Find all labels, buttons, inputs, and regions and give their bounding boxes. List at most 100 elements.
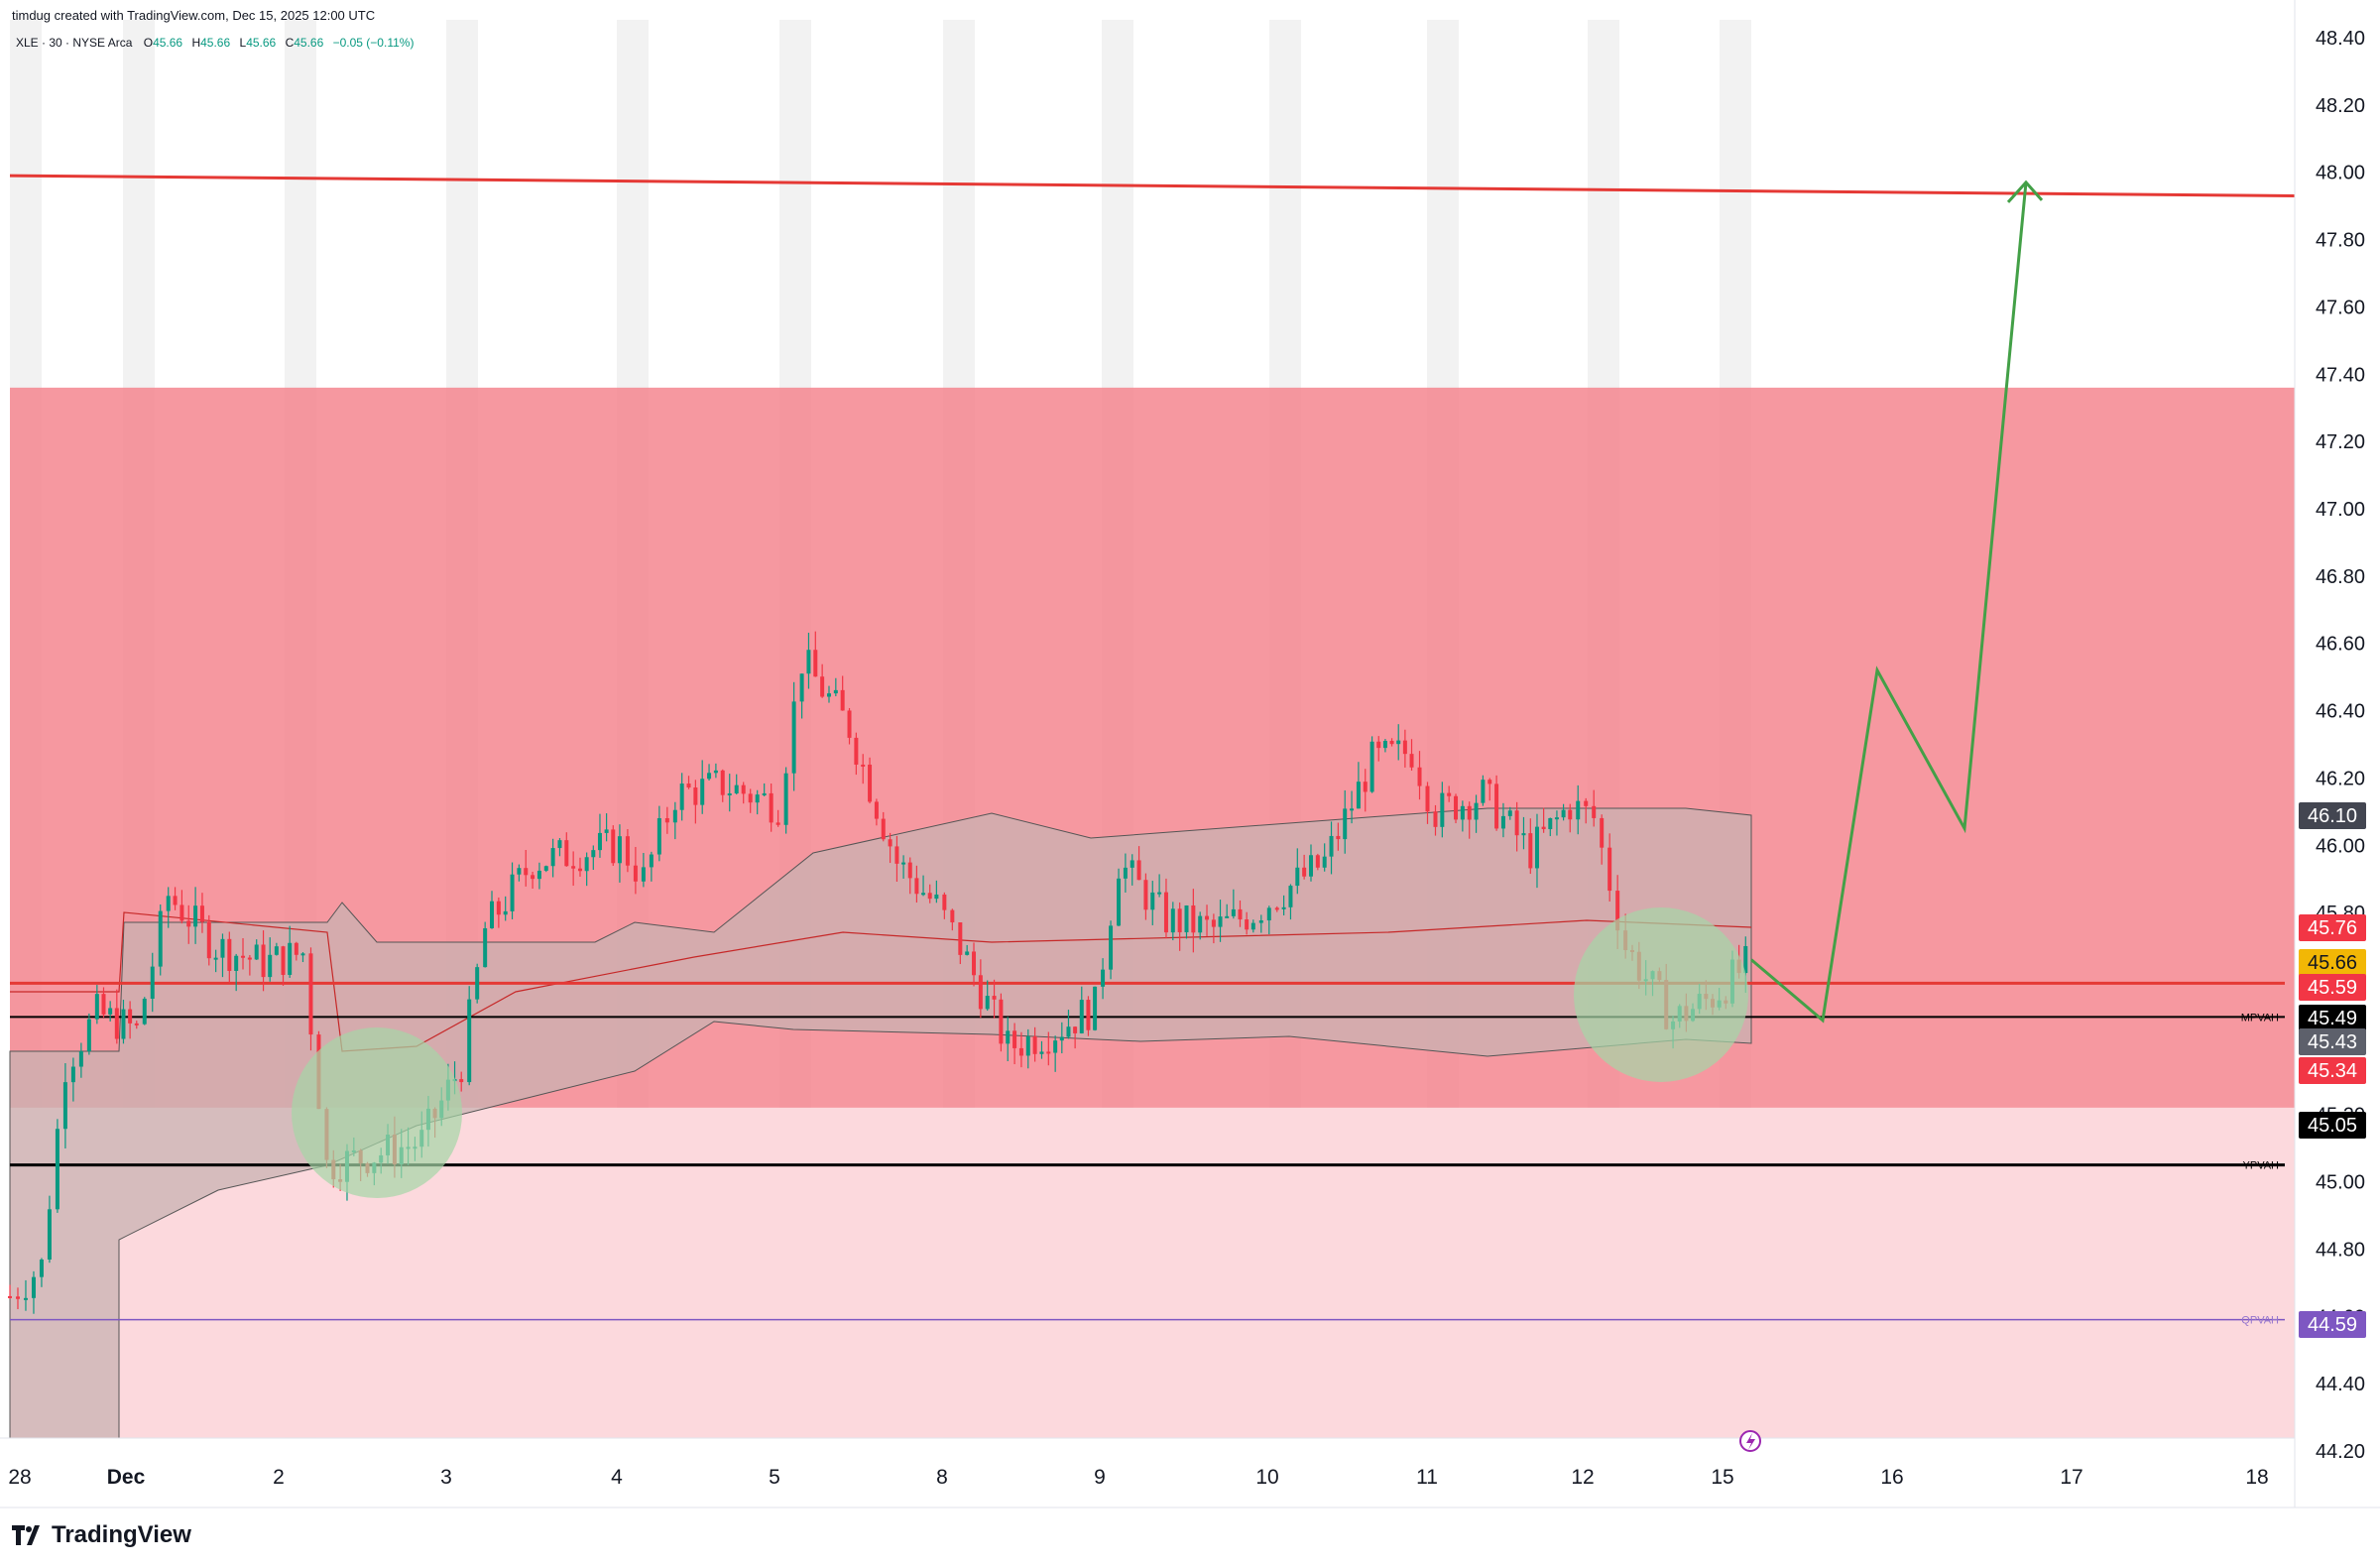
candle-body: [1039, 1051, 1044, 1054]
time-tick-label: 17: [2060, 1466, 2082, 1489]
candle-body: [820, 676, 825, 697]
candle-body: [158, 910, 163, 967]
price-tick-label: 47.80: [2316, 230, 2365, 252]
tradingview-brand[interactable]: TradingView: [12, 1521, 191, 1549]
legend-close: 45.66: [294, 36, 324, 50]
lightning-icon[interactable]: [1739, 1430, 1761, 1452]
candle-body: [1053, 1040, 1058, 1053]
candle-body: [517, 868, 522, 875]
price-axis[interactable]: [2295, 0, 2380, 1507]
candle-body: [510, 874, 515, 911]
candle-body: [254, 944, 259, 960]
candle-body: [693, 786, 698, 805]
candle-body: [755, 794, 760, 803]
time-tick-label: 11: [1416, 1466, 1438, 1489]
price-badge: [2299, 974, 2366, 1001]
candle-body: [1163, 892, 1168, 933]
candle-body: [1561, 809, 1566, 818]
candle-body: [1198, 915, 1203, 933]
candle-body: [1600, 817, 1605, 848]
candle-body: [1086, 1000, 1091, 1030]
candle-body: [791, 701, 796, 774]
candle-body: [186, 920, 191, 927]
candle-body: [597, 832, 602, 851]
candle-body: [459, 1079, 464, 1083]
candle-body: [199, 905, 204, 922]
candle-body: [467, 999, 472, 1083]
candle-body: [308, 953, 313, 1035]
candle-body: [1440, 792, 1445, 827]
candle-body: [1500, 815, 1505, 829]
candle-body: [1329, 835, 1334, 857]
candle-body: [741, 784, 746, 794]
legend-high: 45.66: [200, 36, 231, 50]
price-badge-label: 45.49: [2308, 1008, 2357, 1029]
candle-body: [1554, 817, 1559, 820]
candle-body: [985, 996, 990, 1010]
price-badge-label: 45.66: [2308, 952, 2357, 974]
candle-body: [213, 957, 218, 960]
candle-body: [150, 966, 155, 999]
candle-body: [999, 999, 1004, 1044]
candle-body: [1350, 808, 1355, 811]
candle-body: [888, 839, 892, 847]
price-tick-label: 46.40: [2316, 701, 2365, 723]
time-tick-label: Dec: [107, 1466, 146, 1489]
candle-body: [1170, 908, 1175, 933]
candle-body: [769, 792, 774, 823]
price-badge: [2299, 1005, 2366, 1031]
legend-open: 45.66: [153, 36, 183, 50]
candle-body: [783, 773, 788, 825]
candle-body: [268, 954, 273, 978]
candle-body: [1012, 1030, 1017, 1048]
candle-body: [914, 878, 919, 895]
candle-body: [1433, 811, 1438, 827]
candle-body: [288, 942, 293, 975]
candle-body: [775, 822, 780, 825]
time-tick-label: 16: [1880, 1466, 1903, 1489]
candle-body: [894, 846, 899, 864]
highlight-circle-dec12: [1574, 907, 1748, 1082]
candle-body: [1548, 817, 1553, 830]
candle-body: [942, 894, 947, 910]
candle-body: [1288, 886, 1293, 907]
price-badge: [2299, 1057, 2366, 1084]
candle-body: [1356, 782, 1361, 809]
candle-body: [1218, 916, 1223, 927]
candle-body: [1018, 1047, 1023, 1056]
candle-body: [927, 893, 932, 900]
candle-body: [39, 1259, 44, 1277]
price-tick-label: 46.20: [2316, 768, 2365, 789]
legend-high-label: H: [191, 36, 201, 50]
price-badge: [2299, 802, 2366, 829]
candle-body: [1238, 908, 1243, 920]
candle-body: [227, 938, 232, 971]
candle-body: [78, 1051, 83, 1067]
time-tick-label: 4: [611, 1466, 623, 1489]
candle-body: [1521, 833, 1526, 836]
candle-body: [1211, 919, 1216, 927]
candle-body: [611, 829, 616, 864]
candle-body: [868, 764, 873, 802]
time-axis[interactable]: [0, 1448, 2295, 1507]
candle-body: [31, 1276, 36, 1298]
candle-body: [1481, 780, 1486, 803]
projection-arrowhead: [2006, 180, 2044, 203]
candle-body: [247, 957, 252, 960]
candle-body: [833, 689, 838, 694]
brand-name: TradingView: [52, 1521, 191, 1548]
legend-change: −0.05 (−0.11%): [332, 36, 415, 50]
candle-body: [1123, 867, 1128, 879]
candle-body: [128, 1009, 133, 1024]
candle-body: [1615, 891, 1620, 931]
candle-body: [1250, 922, 1255, 930]
candle-body: [921, 893, 926, 896]
candle-body: [475, 967, 480, 1000]
candle-body: [1447, 792, 1452, 796]
legend-low-label: L: [239, 36, 247, 50]
candle-body: [193, 905, 198, 927]
candle-body: [490, 901, 495, 928]
candle-body: [206, 921, 211, 959]
legend-symbol[interactable]: XLE · 30 · NYSE Arca: [16, 36, 133, 50]
